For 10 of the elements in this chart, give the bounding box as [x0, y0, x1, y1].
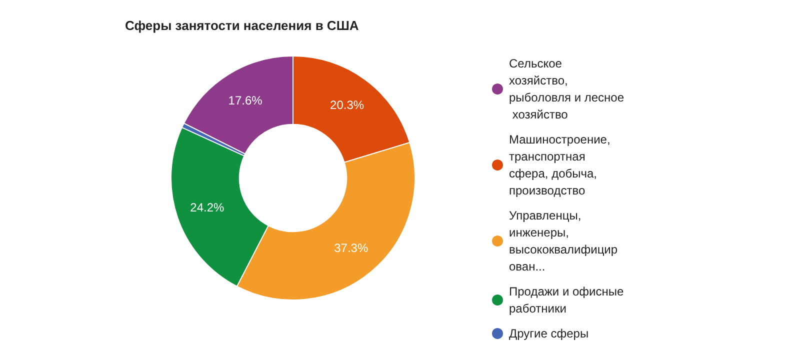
data-label: 37.3% — [334, 240, 368, 255]
legend-label: Машиностроение, транспортная сфера, добыча, производство — [509, 132, 614, 198]
chart-title: Сферы занятости населения в США — [125, 18, 360, 33]
legend-label: Продажи и офисные работники — [509, 284, 627, 316]
legend-label: Сельское хозяйство, рыболовля и лесное хозяйство — [509, 56, 624, 122]
legend-label: Управленцы, инженеры, высококвалифицирован... — [509, 208, 618, 274]
legend-label: Другие сферы — [509, 326, 589, 340]
data-label: 17.6% — [228, 94, 263, 108]
data-label: 24.2% — [190, 200, 225, 215]
data-label: 20.3% — [330, 98, 364, 112]
